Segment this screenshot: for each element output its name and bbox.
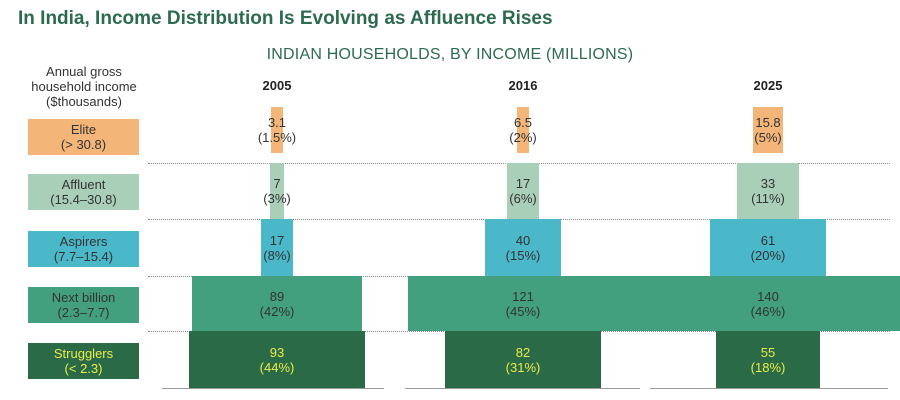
data-label: 93 (44%)	[237, 345, 317, 375]
category-range: (> 30.8)	[60, 137, 107, 152]
data-label: 3.1 (1.5%)	[237, 115, 317, 145]
share-label: (15%)	[505, 247, 541, 263]
category-label-affluent: Affluent (15.4–30.8)	[28, 174, 139, 210]
category-label-strugglers: Strugglers (< 2.3)	[28, 343, 139, 379]
year-header-2005: 2005	[262, 78, 292, 93]
data-label: 55 (18%)	[728, 345, 808, 375]
value-label: 140	[757, 288, 779, 304]
category-range: (15.4–30.8)	[50, 192, 117, 207]
category-label-aspirers: Aspirers (7.7–15.4)	[28, 231, 139, 267]
value-label: 61	[760, 232, 776, 248]
bar-2016-affluent	[506, 163, 540, 219]
bar-2025-affluent	[736, 163, 800, 219]
y-header-line: household income	[31, 79, 137, 94]
share-label: (46%)	[750, 303, 786, 319]
bar-2025-aspirers	[710, 219, 826, 276]
value-label: 121	[512, 288, 534, 304]
share-label: (20%)	[750, 247, 786, 263]
chart-subtitle: INDIAN HOUSEHOLDS, BY INCOME (MILLIONS)	[266, 46, 634, 63]
data-label: 82 (31%)	[483, 345, 563, 375]
share-label: (6%)	[509, 191, 537, 206]
value-label: 33	[760, 176, 776, 191]
bar-2025-strugglers	[715, 331, 821, 388]
bar-2005-elite	[271, 107, 283, 153]
share-label: (31%)	[505, 359, 541, 375]
data-label: 7 (3%)	[237, 176, 317, 206]
share-label: (8%)	[263, 247, 291, 263]
data-label: 121 (45%)	[483, 289, 563, 319]
y-header-line: Annual gross	[46, 64, 122, 79]
category-name: Aspirers	[59, 234, 108, 249]
bar-2005-next-billion	[192, 276, 362, 331]
year-header-2016: 2016	[508, 78, 538, 93]
baseline-2016	[405, 388, 640, 389]
category-name: Affluent	[61, 177, 106, 192]
data-label: 6.5 (2%)	[483, 115, 563, 145]
share-label: (18%)	[750, 359, 786, 375]
y-axis-header: Annual gross household income ($thousand…	[14, 64, 154, 109]
y-header-line: ($thousands)	[46, 94, 122, 109]
category-range: (< 2.3)	[64, 361, 103, 376]
bar-2016-strugglers	[445, 331, 601, 388]
data-label: 33 (11%)	[728, 176, 808, 206]
value-label: 82	[515, 344, 531, 360]
value-label: 17	[515, 176, 531, 191]
data-label: 89 (42%)	[237, 289, 317, 319]
value-label: 40	[515, 232, 531, 248]
baseline-2005	[162, 388, 384, 389]
value-label: 93	[269, 344, 285, 360]
value-label: 17	[269, 232, 285, 248]
value-label: 89	[269, 288, 285, 304]
data-label: 140 (46%)	[728, 289, 808, 319]
bar-2005-strugglers	[188, 331, 366, 388]
data-label: 15.8 (5%)	[728, 115, 808, 145]
value-label: 6.5	[513, 115, 533, 130]
category-name: Next billion	[51, 290, 116, 305]
data-label: 17 (8%)	[237, 233, 317, 263]
chart-title: In India, Income Distribution Is Evolvin…	[18, 8, 553, 29]
data-label: 40 (15%)	[483, 233, 563, 263]
share-label: (42%)	[259, 303, 295, 319]
share-label: (11%)	[751, 191, 785, 206]
data-label: 17 (6%)	[483, 176, 563, 206]
share-label: (1.5%)	[257, 130, 297, 145]
share-label: (5%)	[754, 130, 782, 145]
share-label: (2%)	[509, 130, 537, 145]
value-label: 3.1	[267, 115, 287, 130]
value-label: 55	[760, 344, 776, 360]
bar-2005-affluent	[270, 163, 284, 219]
bar-2016-elite	[516, 107, 530, 153]
category-name: Elite	[70, 122, 97, 137]
category-label-elite: Elite (> 30.8)	[28, 119, 139, 155]
share-label: (3%)	[263, 191, 291, 206]
bar-2025-elite	[752, 107, 783, 153]
bar-2016-aspirers	[485, 219, 561, 276]
category-label-next-billion: Next billion (2.3–7.7)	[28, 287, 139, 323]
bar-2005-aspirers	[260, 219, 294, 276]
value-label: 15.8	[755, 115, 781, 130]
bar-2016-next-billion	[408, 276, 638, 331]
category-range: (7.7–15.4)	[53, 249, 114, 264]
data-label: 61 (20%)	[728, 233, 808, 263]
share-label: (45%)	[505, 303, 541, 319]
year-header-2025: 2025	[753, 78, 783, 93]
value-label: 7	[273, 176, 281, 191]
category-range: (2.3–7.7)	[57, 305, 110, 320]
baseline-2025	[650, 388, 888, 389]
category-name: Strugglers	[53, 346, 114, 361]
bar-2025-next-billion	[635, 276, 900, 331]
share-label: (44%)	[259, 359, 295, 375]
